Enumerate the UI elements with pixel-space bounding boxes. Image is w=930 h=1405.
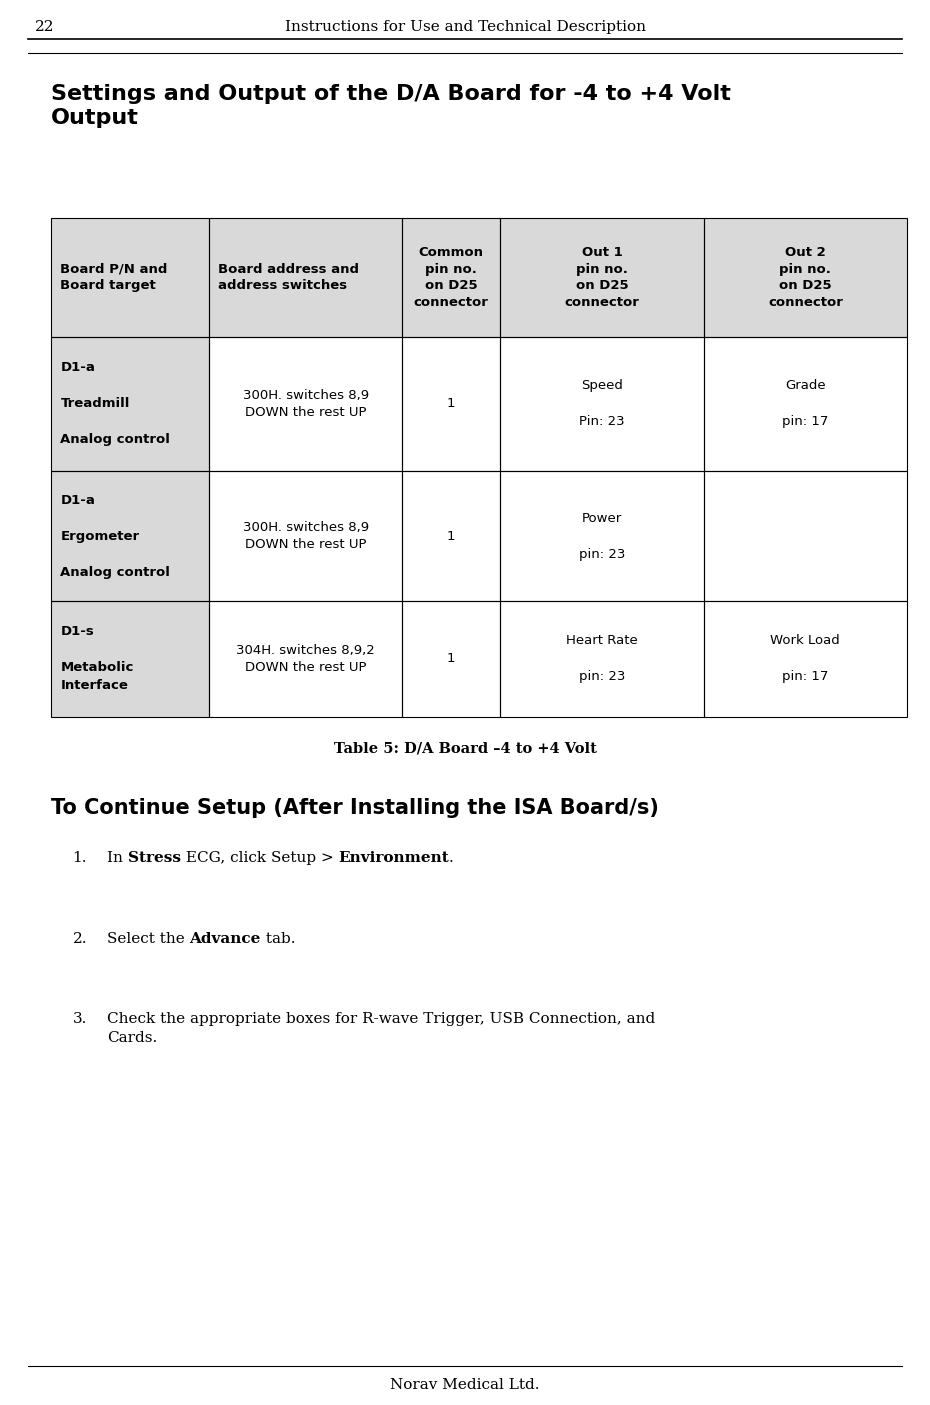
Bar — [500, 601, 704, 717]
Text: Power

pin: 23: Power pin: 23 — [579, 511, 625, 561]
Text: To Continue Setup (After Installing the ISA Board/s): To Continue Setup (After Installing the … — [51, 798, 659, 818]
Bar — [51, 218, 209, 337]
Text: 1.: 1. — [73, 851, 87, 865]
Text: Settings and Output of the D/A Board for -4 to +4 Volt
Output: Settings and Output of the D/A Board for… — [51, 84, 731, 128]
Text: D1-s

Metabolic
Interface: D1-s Metabolic Interface — [60, 625, 134, 693]
Text: 1: 1 — [447, 530, 456, 542]
Text: Select the: Select the — [107, 932, 190, 946]
Bar — [704, 471, 907, 601]
Text: Work Load

pin: 17: Work Load pin: 17 — [770, 635, 840, 683]
Text: Board address and
address switches: Board address and address switches — [218, 263, 359, 292]
Bar — [51, 601, 209, 717]
Text: Table 5: D/A Board –4 to +4 Volt: Table 5: D/A Board –4 to +4 Volt — [334, 742, 596, 756]
Bar — [500, 218, 704, 337]
Bar — [209, 471, 402, 601]
Bar — [704, 218, 907, 337]
Bar — [402, 337, 500, 471]
Text: .: . — [449, 851, 454, 865]
Text: Out 2
pin no.
on D25
connector: Out 2 pin no. on D25 connector — [768, 246, 843, 309]
Bar — [209, 601, 402, 717]
Bar — [402, 218, 500, 337]
Text: Grade

pin: 17: Grade pin: 17 — [782, 379, 829, 429]
Text: 22: 22 — [35, 20, 55, 34]
Text: 1: 1 — [447, 652, 456, 666]
Bar — [402, 218, 500, 337]
Text: ECG, click Setup >: ECG, click Setup > — [180, 851, 339, 865]
Bar — [209, 218, 402, 337]
Bar — [209, 218, 402, 337]
Bar — [704, 218, 907, 337]
Bar — [51, 471, 209, 601]
Bar — [51, 601, 209, 717]
Bar — [500, 337, 704, 471]
Bar — [402, 601, 500, 717]
Text: Heart Rate

pin: 23: Heart Rate pin: 23 — [566, 635, 638, 683]
Bar — [209, 337, 402, 471]
Bar — [209, 471, 402, 601]
Text: Out 1
pin no.
on D25
connector: Out 1 pin no. on D25 connector — [565, 246, 640, 309]
Text: Advance: Advance — [190, 932, 261, 946]
Bar — [704, 337, 907, 471]
Bar — [402, 471, 500, 601]
Bar — [51, 471, 209, 601]
Text: D1-a

Ergometer

Analog control: D1-a Ergometer Analog control — [60, 493, 170, 579]
Text: Board P/N and
Board target: Board P/N and Board target — [60, 263, 166, 292]
Text: Environment: Environment — [339, 851, 449, 865]
Bar — [500, 337, 704, 471]
Text: Instructions for Use and Technical Description: Instructions for Use and Technical Descr… — [285, 20, 645, 34]
Bar — [209, 601, 402, 717]
Bar — [402, 337, 500, 471]
Bar — [704, 601, 907, 717]
Text: D1-a

Treadmill

Analog control: D1-a Treadmill Analog control — [60, 361, 170, 447]
Bar — [704, 471, 907, 601]
Text: 300H. switches 8,9
DOWN the rest UP: 300H. switches 8,9 DOWN the rest UP — [243, 521, 369, 551]
Bar — [704, 337, 907, 471]
Bar — [402, 471, 500, 601]
Bar — [500, 218, 704, 337]
Text: Speed

Pin: 23: Speed Pin: 23 — [579, 379, 625, 429]
Bar — [500, 471, 704, 601]
Text: Check the appropriate boxes for R-wave Trigger, USB Connection, and
Cards.: Check the appropriate boxes for R-wave T… — [107, 1012, 656, 1045]
Text: 300H. switches 8,9
DOWN the rest UP: 300H. switches 8,9 DOWN the rest UP — [243, 389, 369, 419]
Text: 2.: 2. — [73, 932, 87, 946]
Text: Common
pin no.
on D25
connector: Common pin no. on D25 connector — [414, 246, 488, 309]
Text: 1: 1 — [447, 398, 456, 410]
Bar — [704, 601, 907, 717]
Text: 3.: 3. — [73, 1012, 86, 1026]
Bar — [51, 337, 209, 471]
Text: 304H. switches 8,9,2
DOWN the rest UP: 304H. switches 8,9,2 DOWN the rest UP — [236, 643, 375, 674]
Text: In: In — [107, 851, 127, 865]
Text: Norav Medical Ltd.: Norav Medical Ltd. — [391, 1378, 539, 1392]
Bar — [500, 471, 704, 601]
Bar — [51, 337, 209, 471]
Bar — [402, 601, 500, 717]
Bar — [500, 601, 704, 717]
Text: tab.: tab. — [261, 932, 296, 946]
Text: Stress: Stress — [127, 851, 180, 865]
Bar — [209, 337, 402, 471]
Bar — [51, 218, 209, 337]
